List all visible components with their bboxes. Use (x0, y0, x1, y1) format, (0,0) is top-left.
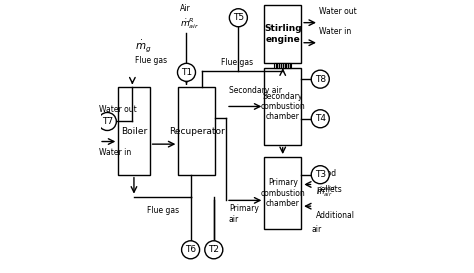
Text: Boiler: Boiler (121, 127, 147, 135)
Text: T8: T8 (315, 75, 326, 84)
Text: T7: T7 (102, 117, 113, 126)
Circle shape (177, 63, 195, 81)
Text: T5: T5 (233, 13, 244, 22)
Text: Primary
combustion
chamber: Primary combustion chamber (260, 178, 305, 208)
Text: $\dot{m}_{air}^{add}$: $\dot{m}_{air}^{add}$ (316, 184, 336, 198)
Text: $\dot{m}_{air}^R$: $\dot{m}_{air}^R$ (180, 16, 199, 31)
Circle shape (311, 110, 329, 128)
Text: Flue gas: Flue gas (221, 58, 253, 67)
Circle shape (182, 241, 200, 259)
FancyBboxPatch shape (264, 157, 301, 229)
Text: Flue gas: Flue gas (135, 56, 167, 64)
Text: Secondary air: Secondary air (229, 86, 282, 94)
FancyBboxPatch shape (118, 87, 150, 175)
Text: Flue gas: Flue gas (146, 206, 179, 215)
Text: Wood: Wood (316, 169, 337, 178)
Text: T4: T4 (315, 114, 326, 123)
FancyBboxPatch shape (274, 63, 291, 68)
Circle shape (311, 70, 329, 88)
FancyBboxPatch shape (178, 87, 215, 175)
Text: T1: T1 (181, 68, 192, 77)
FancyBboxPatch shape (264, 5, 301, 63)
Circle shape (205, 241, 223, 259)
Circle shape (311, 166, 329, 184)
Text: Secondary
combustion
chamber: Secondary combustion chamber (260, 91, 305, 121)
Circle shape (229, 9, 247, 27)
Text: pellets: pellets (316, 185, 342, 194)
Text: Additional: Additional (316, 211, 355, 220)
Text: T3: T3 (315, 170, 326, 179)
Text: Recuperator: Recuperator (169, 127, 225, 135)
Text: Water in: Water in (319, 27, 351, 36)
Text: T2: T2 (208, 245, 219, 254)
Text: Water out: Water out (319, 7, 356, 16)
Text: Stirling
engine: Stirling engine (264, 24, 301, 44)
Circle shape (98, 112, 116, 130)
FancyBboxPatch shape (264, 68, 301, 145)
Text: $\dot{m}_g$: $\dot{m}_g$ (135, 38, 152, 54)
Text: Water in: Water in (99, 148, 131, 157)
Text: Water out: Water out (99, 105, 137, 114)
Text: T6: T6 (185, 245, 196, 254)
Text: air: air (311, 225, 321, 234)
Text: Primary
air: Primary air (229, 204, 259, 224)
Text: Air: Air (180, 4, 191, 13)
